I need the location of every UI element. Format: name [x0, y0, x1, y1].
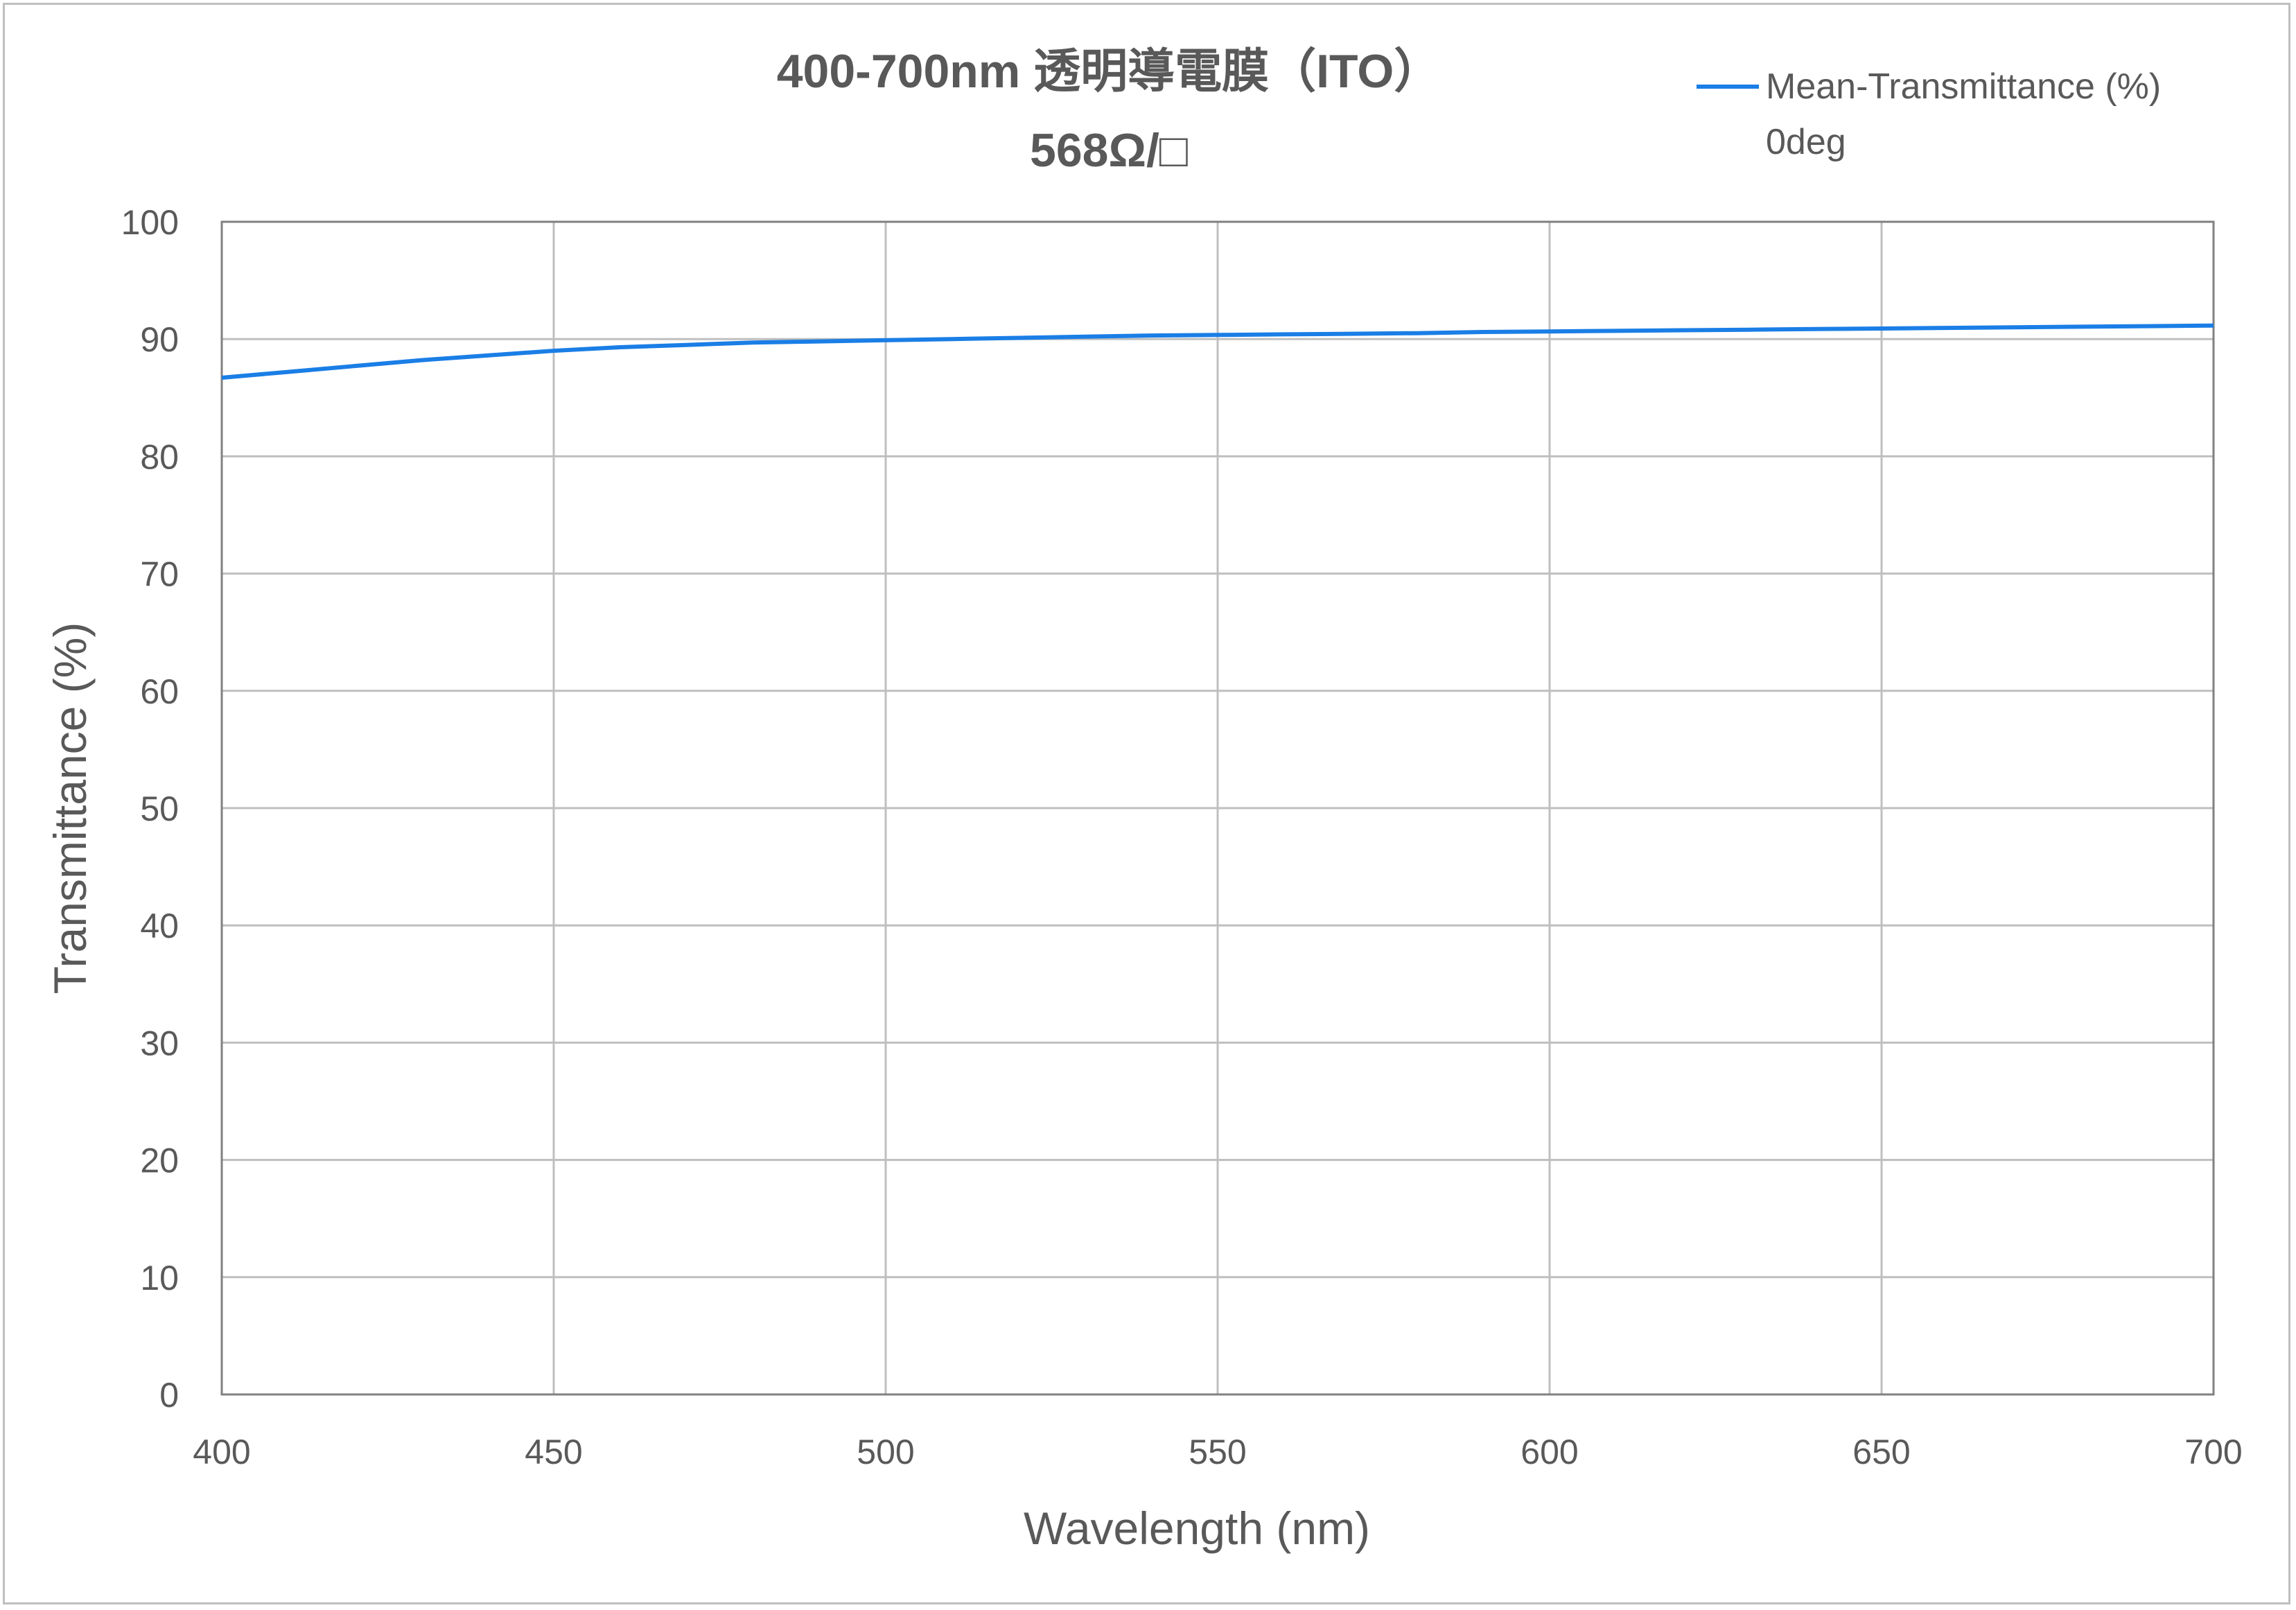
- x-tick-label: 500: [857, 1433, 914, 1471]
- legend-label-line1: Mean-Transmittance (%): [1766, 67, 2161, 107]
- x-tick-label: 550: [1189, 1433, 1246, 1471]
- y-tick-label: 100: [121, 203, 179, 242]
- x-tick-label: 400: [193, 1433, 250, 1471]
- y-tick-label: 0: [159, 1376, 179, 1415]
- y-tick-label: 10: [140, 1259, 179, 1297]
- plot-area-border: [220, 220, 2215, 1396]
- x-tick-label: 700: [2184, 1433, 2242, 1471]
- legend: Mean-Transmittance (%) 0deg: [1697, 67, 2161, 162]
- x-tick-label: 650: [1852, 1433, 1910, 1471]
- series-layer: [221, 323, 2214, 380]
- y-tick-label: 30: [140, 1024, 179, 1062]
- series-line: [221, 323, 2214, 380]
- chart-subtitle: 568Ω/□: [1030, 124, 1188, 177]
- chart-frame: [3, 3, 2290, 1604]
- y-tick-label: 60: [140, 672, 179, 711]
- chart-title: 400-700nm 透明導電膜（ITO）: [777, 45, 1441, 98]
- y-tick-label: 20: [140, 1141, 179, 1180]
- x-tick-label: 600: [1521, 1433, 1578, 1471]
- grid-lines: [220, 220, 2215, 1396]
- x-axis-title: Wavelength (nm): [1024, 1503, 1370, 1554]
- y-tick-label: 50: [140, 789, 179, 828]
- y-axis-title: Transmittance (%): [44, 622, 96, 995]
- y-tick-label: 90: [140, 320, 179, 359]
- y-tick-label: 70: [140, 555, 179, 594]
- legend-label-line2: 0deg: [1766, 122, 1846, 162]
- tick-labels: 400 450 500 550 600 650 700 0 10 20 30 40 50 60 70 80 90…: [121, 203, 2243, 1471]
- y-tick-label: 80: [140, 437, 179, 476]
- y-tick-label: 40: [140, 907, 179, 945]
- x-tick-label: 450: [525, 1433, 582, 1471]
